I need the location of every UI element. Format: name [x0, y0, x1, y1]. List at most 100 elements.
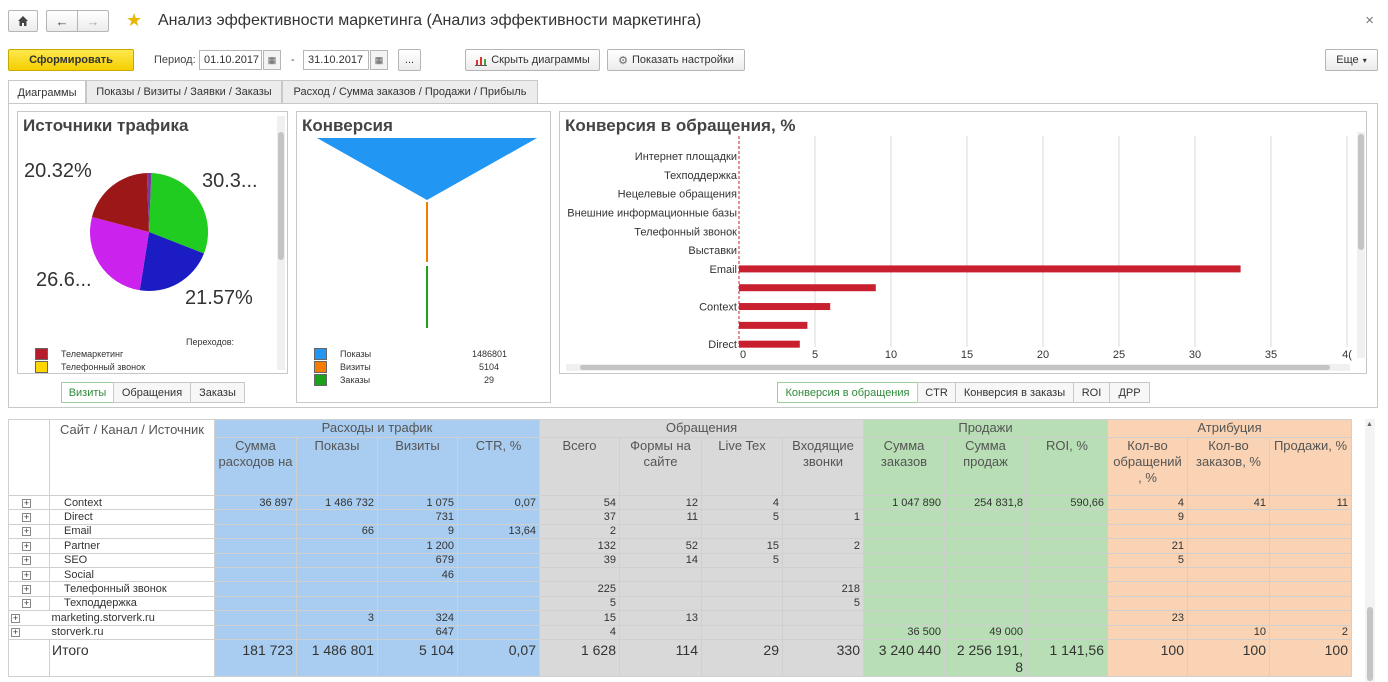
chart-switch-roi[interactable]: ROI — [1073, 382, 1110, 403]
expand-cell[interactable]: + — [8, 523, 50, 540]
expand-icon[interactable]: + — [22, 569, 31, 580]
column-header[interactable]: Сумма расходов на — [214, 437, 297, 496]
column-header[interactable]: Сумма заказов — [863, 437, 945, 496]
table-cell — [214, 595, 297, 612]
expand-cell[interactable]: + — [8, 494, 50, 511]
expand-cell[interactable]: + — [8, 566, 50, 583]
chart-switch-drr[interactable]: ДРР — [1109, 382, 1150, 403]
table-row[interactable]: + SEO 679 39 14 5 5 — [8, 552, 1352, 568]
chart-switch-ctr[interactable]: CTR — [917, 382, 956, 403]
column-header[interactable]: Формы на сайте — [619, 437, 702, 496]
expand-icon[interactable]: + — [11, 612, 20, 623]
column-header[interactable]: Показы — [296, 437, 378, 496]
calendar-to-button[interactable]: ▦ — [370, 50, 388, 70]
row-name: Context — [49, 494, 215, 511]
expand-icon[interactable]: + — [22, 598, 31, 609]
expand-cell[interactable]: + — [8, 595, 50, 612]
table-row[interactable]: + Direct 731 37 11 5 1 9 — [8, 509, 1352, 525]
chart-switch-orders[interactable]: Конверсия в заказы — [955, 382, 1074, 403]
date-from-field[interactable]: 01.10.2017 — [199, 50, 262, 70]
arrow-left-icon: ← — [55, 13, 69, 29]
column-header[interactable]: Продажи, % — [1269, 437, 1352, 496]
chart-vscrollbar[interactable] — [1357, 132, 1365, 358]
traffic-switch-requests[interactable]: Обращения — [113, 382, 191, 403]
column-header[interactable]: Кол-во обращений , % — [1107, 437, 1188, 496]
home-button[interactable] — [8, 10, 38, 32]
period-select-button[interactable]: ... — [398, 49, 421, 71]
expand-icon[interactable]: + — [22, 540, 31, 551]
total-cell: 114 — [619, 638, 702, 677]
table-row[interactable]: + marketing.storverk.ru 3 324 15 13 23 — [8, 610, 1352, 626]
table-row[interactable]: + Техподдержка 5 5 — [8, 595, 1352, 612]
forward-button[interactable]: → — [77, 10, 109, 32]
show-settings-button[interactable]: ⚙ Показать настройки — [607, 49, 745, 71]
column-header[interactable]: ROI, % — [1026, 437, 1108, 496]
total-cell: 1 486 801 — [296, 638, 378, 677]
expand-icon[interactable]: + — [22, 497, 31, 508]
table-scrollbar[interactable]: ▲ — [1365, 419, 1375, 682]
table-row[interactable]: + storverk.ru 647 4 36 500 49 000 10 2 — [8, 624, 1352, 640]
table-row[interactable]: + Телефонный звонок 225 218 — [8, 581, 1352, 597]
table-cell: 41 — [1187, 494, 1270, 511]
table-cell — [214, 552, 297, 568]
column-header[interactable]: Визиты — [377, 437, 458, 496]
traffic-scrollbar[interactable] — [277, 116, 285, 370]
scroll-up-icon[interactable]: ▲ — [1366, 421, 1373, 428]
arrow-right-icon: → — [86, 13, 100, 29]
column-header[interactable]: Сумма продаж — [944, 437, 1027, 496]
traffic-switch-orders[interactable]: Заказы — [190, 382, 245, 403]
close-icon[interactable]: × — [1365, 12, 1374, 29]
more-button[interactable]: Еще ▾ — [1325, 49, 1378, 71]
table-cell — [1187, 610, 1270, 626]
favorite-star-icon[interactable]: ★ — [126, 10, 143, 30]
tab-impressions[interactable]: Показы / Визиты / Заявки / Заказы — [86, 80, 282, 103]
expand-cell[interactable]: + — [8, 624, 50, 640]
column-header[interactable]: Кол-во заказов, % — [1187, 437, 1270, 496]
scroll-thumb[interactable] — [1358, 134, 1364, 250]
table-row[interactable]: + Partner 1 200 132 52 15 2 21 — [8, 538, 1352, 554]
table-row[interactable]: + Email 66 9 13,64 2 — [8, 523, 1352, 540]
tab-charts[interactable]: Диаграммы — [8, 80, 86, 104]
scroll-thumb[interactable] — [1367, 607, 1373, 681]
back-button[interactable]: ← — [46, 10, 78, 32]
column-header[interactable]: Всего — [539, 437, 620, 496]
legend-value: 5104 — [479, 362, 500, 372]
generate-button[interactable]: Сформировать — [8, 49, 134, 71]
table-cell — [296, 538, 378, 554]
table-cell — [1107, 566, 1188, 583]
expand-cell[interactable]: + — [8, 581, 50, 597]
expand-cell[interactable]: + — [8, 538, 50, 554]
expand-icon[interactable]: + — [22, 526, 31, 537]
expand-cell[interactable]: + — [8, 552, 50, 568]
date-to-field[interactable]: 31.10.2017 — [303, 50, 369, 70]
traffic-title: Источники трафика — [23, 116, 189, 135]
column-header[interactable]: CTR, % — [457, 437, 540, 496]
column-header[interactable]: Входящие звонки — [782, 437, 864, 496]
table-cell — [1107, 581, 1188, 597]
legend-swatch — [35, 348, 48, 360]
table-row[interactable]: + Social 46 — [8, 566, 1352, 583]
column-header[interactable]: Live Tex — [701, 437, 783, 496]
chevron-down-icon: ▾ — [1362, 55, 1367, 65]
expand-cell[interactable]: + — [8, 610, 50, 626]
tab-expenses[interactable]: Расход / Сумма заказов / Продажи / Прибы… — [282, 80, 538, 103]
expand-icon[interactable]: + — [11, 627, 20, 638]
table-cell — [1026, 552, 1108, 568]
expand-icon[interactable]: + — [22, 584, 31, 595]
chart-hscrollbar[interactable] — [566, 364, 1350, 371]
table-row[interactable]: + Context 36 897 1 486 732 1 075 0,07 54 12 4 1 0… — [8, 494, 1352, 511]
y-category-label: Телефонный звонок — [634, 226, 737, 238]
total-cell: 100 — [1187, 638, 1270, 677]
scroll-thumb[interactable] — [278, 132, 284, 260]
pie-label: 20.32% — [24, 160, 92, 182]
calendar-from-button[interactable]: ▦ — [263, 50, 281, 70]
expand-icon[interactable]: + — [22, 555, 31, 566]
chart-switch-conversion[interactable]: Конверсия в обращения — [777, 382, 918, 403]
hide-charts-button[interactable]: Скрыть диаграммы — [465, 49, 600, 71]
traffic-switch-visits[interactable]: Визиты — [61, 382, 114, 403]
bar — [739, 284, 876, 292]
expand-icon[interactable]: + — [22, 512, 31, 523]
expand-cell[interactable]: + — [8, 509, 50, 525]
traffic-sources-panel: Источники трафика 20.32% 30.3... 26.6...… — [17, 111, 288, 374]
scroll-thumb[interactable] — [580, 365, 1330, 370]
